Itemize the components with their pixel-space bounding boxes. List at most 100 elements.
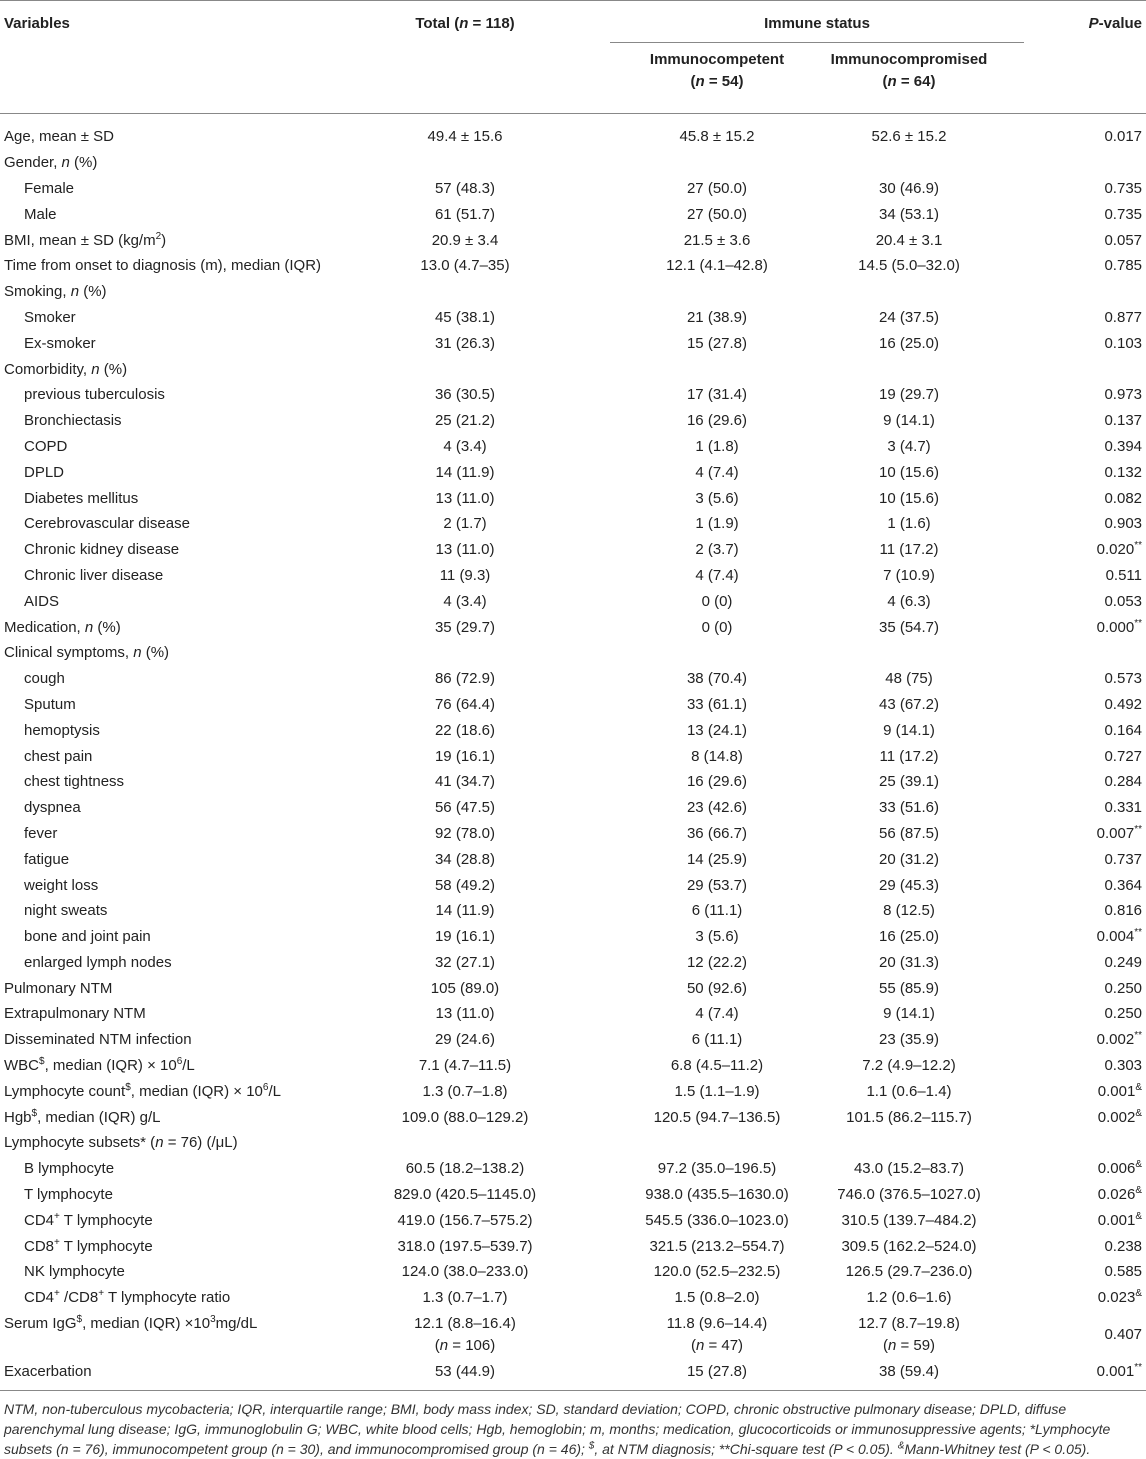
text: Clinical symptoms, [4, 644, 134, 662]
text: T lymphocyte [24, 1186, 113, 1204]
table-row: hemoptysis 22 (18.6) 13 (24.1) 9 (14.1) 0.16… [0, 717, 1146, 743]
table-cell: 16 (25.0) [820, 924, 998, 950]
table-cell: 38 (70.4) [558, 666, 820, 692]
text: 0.132 [1104, 463, 1143, 481]
table-cell: 35 (54.7) [820, 614, 998, 640]
text: 9 (14.1) [883, 412, 935, 430]
text: 33 (61.1) [686, 695, 748, 713]
italic-text: n [459, 15, 469, 32]
text: 1 (1.8) [695, 437, 739, 455]
table-cell [558, 150, 820, 176]
table-row: weight loss 58 (49.2) 29 (53.7) 29 (45.3) 0.… [0, 872, 1146, 898]
table-cell: 1 (1.9) [558, 511, 820, 537]
table-cell: Serum IgG$, median (IQR) ×103mg/dL [0, 1311, 372, 1359]
table-cell: Hgb$, median (IQR) g/L [0, 1104, 372, 1130]
text: 4 (3.4) [443, 592, 487, 610]
superscript: & [1135, 1081, 1143, 1093]
table-cell: 21.5 ± 3.6 [558, 227, 820, 253]
text: 12 (22.2) [686, 953, 748, 971]
text: 57 (48.3) [434, 179, 496, 197]
text: 0.737 [1104, 850, 1143, 868]
text: 36 (30.5) [434, 386, 496, 404]
table-row: Cerebrovascular disease 2 (1.7) 1 (1.9) 1 (… [0, 511, 1146, 537]
table-cell: 33 (51.6) [820, 795, 998, 821]
table-cell: 16 (25.0) [820, 330, 998, 356]
table-row: bone and joint pain 19 (16.1) 3 (5.6) 16 (2… [0, 924, 1146, 950]
text: 0.000 [1096, 618, 1135, 636]
table-cell: 10 (15.6) [820, 459, 998, 485]
table-row: chest pain 19 (16.1) 8 (14.8) 11 (17.2) 0.72… [0, 743, 1146, 769]
superscript: 2 [155, 230, 162, 242]
text: 0.511 [1105, 566, 1143, 584]
text: 1 (1.6) [887, 515, 931, 533]
text: 0.250 [1104, 1005, 1143, 1023]
table-cell: T lymphocyte [0, 1182, 372, 1208]
text: 92 (78.0) [434, 824, 496, 842]
table-cell: 0.250 [998, 1001, 1146, 1027]
table-cell: 20 (31.3) [820, 950, 998, 976]
table-cell [372, 1130, 558, 1156]
text: 4 (7.4) [695, 463, 739, 481]
text: -value [1098, 15, 1143, 32]
table-cell: 6.8 (4.5–11.2) [558, 1053, 820, 1079]
header-line: (n = 54) [618, 71, 816, 93]
table-row: Smoker 45 (38.1) 21 (38.9) 24 (37.5) 0.877 [0, 305, 1146, 331]
table-cell: 33 (61.1) [558, 692, 820, 718]
table-row: night sweats 14 (11.9) 6 (11.1) 8 (12.5) 0.8… [0, 898, 1146, 924]
table-cell: 52.6 ± 15.2 [820, 114, 998, 150]
table-cell: 2 (1.7) [372, 511, 558, 537]
table-cell: 318.0 (197.5–539.7) [372, 1233, 558, 1259]
table-cell: BMI, mean ± SD (kg/m2) [0, 227, 372, 253]
table-cell: 17 (31.4) [558, 382, 820, 408]
table-row: Chronic liver disease 11 (9.3) 4 (7.4) 7 (1… [0, 563, 1146, 589]
text: 22 (18.6) [434, 721, 496, 739]
table-cell: 0.001** [998, 1359, 1146, 1391]
text: 120.5 (94.7–136.5) [653, 1108, 781, 1126]
table-row: Medication, n (%) 35 (29.7) 0 (0) 35 (54.7)… [0, 614, 1146, 640]
table-cell [998, 356, 1146, 382]
table-cell: 7.2 (4.9–12.2) [820, 1053, 998, 1079]
table-cell: 309.5 (162.2–524.0) [820, 1233, 998, 1259]
text: 13 (11.0) [435, 541, 495, 559]
text: 9 (14.1) [883, 1005, 935, 1023]
text: ( [882, 73, 888, 90]
table-cell: 25 (39.1) [820, 769, 998, 795]
table-cell: 13 (11.0) [372, 537, 558, 563]
table-cell: 22 (18.6) [372, 717, 558, 743]
text: 0.973 [1104, 386, 1143, 404]
table-cell: 0.573 [998, 666, 1146, 692]
table-row: Diabetes mellitus 13 (11.0) 3 (5.6) 10 (15.… [0, 485, 1146, 511]
table-cell: 19 (29.7) [820, 382, 998, 408]
text: 12.1 (8.8–16.4) [414, 1314, 516, 1332]
text: 14 (11.9) [435, 902, 495, 920]
table-cell: 1.5 (1.1–1.9) [558, 1078, 820, 1104]
table-cell: Medication, n (%) [0, 614, 372, 640]
text: Comorbidity, [4, 360, 92, 378]
table-cell: Ex-smoker [0, 330, 372, 356]
table-cell: 36 (66.7) [558, 821, 820, 847]
table-cell: Age, mean ± SD [0, 114, 372, 150]
text: 8 (14.8) [691, 747, 743, 765]
table-cell [558, 356, 820, 382]
table-cell: CD8+ T lymphocyte [0, 1233, 372, 1259]
table-cell: 11 (17.2) [820, 743, 998, 769]
cell-line: (n = 47) [618, 1335, 816, 1357]
table-cell: chest tightness [0, 769, 372, 795]
text: WBC [4, 1057, 39, 1075]
table-cell: 126.5 (29.7–236.0) [820, 1259, 998, 1285]
cell-line: (n = 106) [376, 1335, 554, 1357]
text: = 106) [448, 1336, 496, 1354]
table-cell: 4 (7.4) [558, 1001, 820, 1027]
text: /CD8 [59, 1289, 99, 1307]
superscript: ** [1134, 1030, 1143, 1042]
text: 16 (25.0) [878, 334, 940, 352]
text: 38 (70.4) [686, 670, 748, 688]
table-cell: Sputum [0, 692, 372, 718]
text: Ex-smoker [24, 334, 96, 352]
header-line: (n = 64) [824, 71, 994, 93]
table-cell: Bronchiectasis [0, 408, 372, 434]
text: 30 (46.9) [878, 179, 940, 197]
text: DPLD [24, 463, 65, 481]
table-cell: 8 (14.8) [558, 743, 820, 769]
text: 29 (53.7) [686, 876, 748, 894]
